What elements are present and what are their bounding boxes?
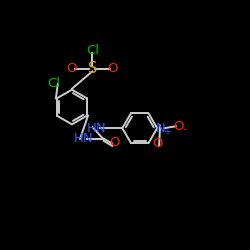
- Text: N: N: [156, 122, 166, 135]
- Text: Cl: Cl: [86, 44, 99, 57]
- Text: -: -: [183, 124, 187, 134]
- Text: S: S: [88, 61, 97, 76]
- Text: O: O: [173, 120, 184, 133]
- Text: HN: HN: [74, 132, 94, 145]
- Text: O: O: [109, 136, 120, 149]
- Text: +: +: [163, 128, 171, 138]
- Text: O: O: [152, 137, 162, 150]
- Text: HN: HN: [86, 122, 106, 135]
- Text: Cl: Cl: [47, 78, 60, 90]
- Text: O: O: [108, 62, 118, 75]
- Text: O: O: [67, 62, 77, 75]
